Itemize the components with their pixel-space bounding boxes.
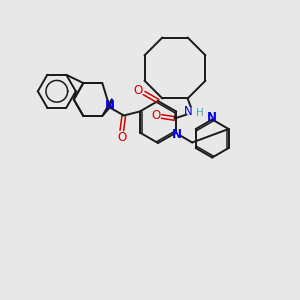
Text: N: N (105, 99, 115, 112)
Text: H: H (196, 109, 203, 118)
Text: N: N (184, 105, 193, 118)
Text: N: N (172, 128, 182, 141)
Text: O: O (151, 109, 160, 122)
Text: O: O (117, 131, 126, 144)
Text: O: O (134, 85, 142, 98)
Text: N: N (207, 111, 217, 124)
